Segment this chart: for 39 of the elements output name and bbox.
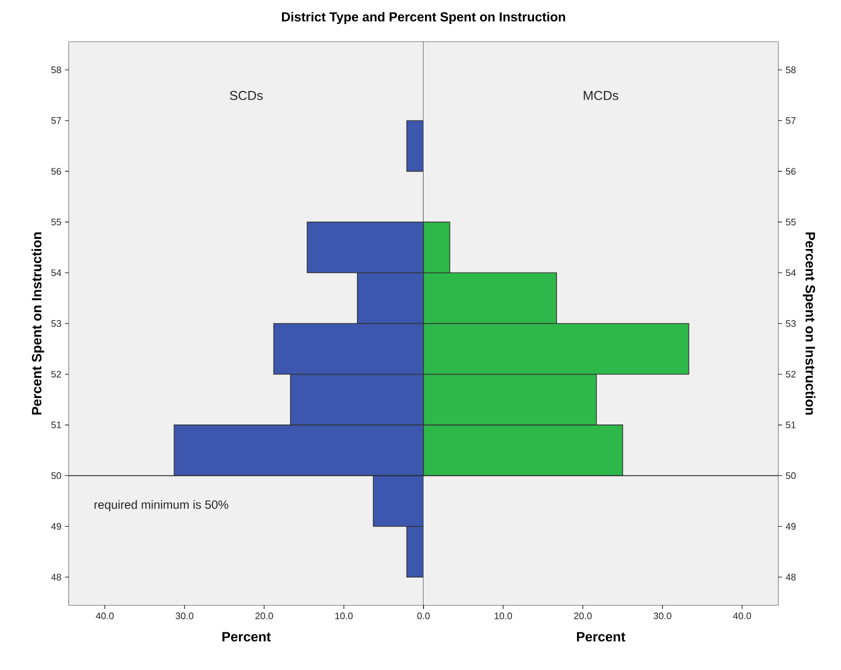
y-tick-label: 56 [786, 168, 796, 175]
y-tick-label: 48 [786, 574, 796, 580]
y-tick-label: 49 [51, 523, 62, 530]
annotation: SCDs [230, 90, 263, 100]
ref-line-label: required minimum is 50% [94, 500, 228, 512]
x-axis-title: Percent [222, 632, 271, 642]
x-tick-label: 20.0 [255, 612, 274, 620]
y-axis-title: Percent Spent on Instruction [32, 232, 44, 415]
y-tick-label: 51 [786, 422, 796, 428]
annotation: MCDs [584, 90, 618, 100]
y-tick-label: 53 [51, 320, 62, 327]
y-tick-label: 58 [51, 66, 62, 74]
y-tick-label: 57 [786, 117, 796, 124]
x-tick-label: 10.0 [494, 612, 512, 620]
y-tick-label: 55 [786, 218, 796, 226]
x-axis-title: Percent [576, 632, 626, 642]
y-tick-label: 52 [786, 370, 796, 378]
x-tick-label: 30.0 [654, 612, 672, 620]
y-tick-label: 54 [786, 269, 796, 276]
x-tick-label: 30.0 [176, 612, 194, 620]
y-tick-label: 55 [51, 218, 62, 226]
y-tick-label: 54 [51, 269, 62, 276]
chart-title: District Type and Percent Spent on Instruction [282, 12, 566, 24]
x-tick-label: 40.0 [96, 612, 114, 620]
y-tick-label: 50 [51, 472, 62, 480]
x-tick-label: 20.0 [574, 612, 592, 620]
y-axis-title: Percent Spent on Instruction [802, 232, 816, 415]
x-tick-label: 10.0 [335, 612, 353, 620]
y-tick-label: 57 [51, 117, 62, 124]
y-tick-label: 53 [786, 320, 796, 327]
y-tick-label: 58 [786, 66, 796, 74]
y-tick-label: 50 [786, 472, 796, 480]
y-tick-label: 49 [786, 523, 796, 530]
y-tick-label: 48 [51, 574, 62, 580]
y-tick-label: 51 [51, 422, 62, 428]
y-tick-label: 52 [51, 370, 62, 378]
x-tick-label: 40.0 [733, 612, 751, 620]
y-tick-label: 56 [51, 168, 62, 175]
x-tick-label: 0.0 [417, 612, 430, 620]
